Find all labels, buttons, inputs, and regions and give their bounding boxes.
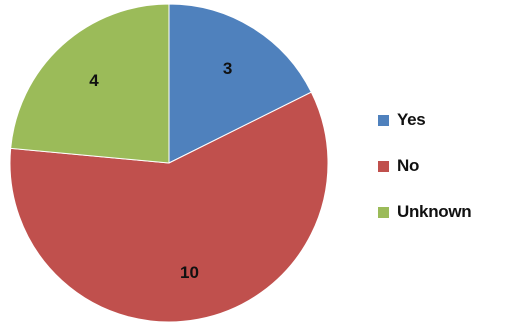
legend-item-yes: Yes — [378, 108, 502, 132]
legend-swatch-yes — [378, 114, 389, 126]
pie-slice-yes — [168, 3, 313, 164]
legend-swatch-no — [378, 160, 389, 172]
data-label-yes: 3 — [223, 59, 232, 78]
legend-item-unknown: Unknown — [378, 200, 502, 224]
legend-label-unknown: Unknown — [397, 202, 472, 221]
pie-slice-no — [9, 91, 329, 323]
legend-swatch-unknown — [378, 206, 389, 218]
pie-slice-unknown — [10, 3, 170, 164]
legend-item-no: No — [378, 154, 502, 178]
data-label-unknown: 4 — [89, 71, 99, 90]
data-label-no: 10 — [180, 263, 199, 282]
chart-legend: Yes No Unknown — [378, 108, 502, 246]
legend-label-no: No — [397, 156, 420, 175]
legend-label-yes: Yes — [397, 110, 426, 129]
